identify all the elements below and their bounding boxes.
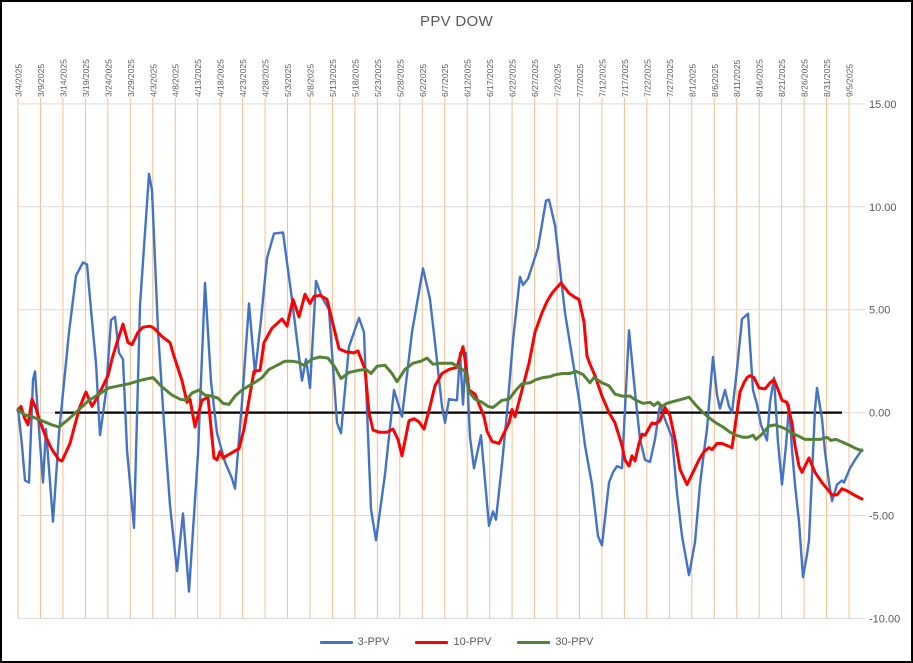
x-axis-label: 7/17/2025 bbox=[620, 59, 630, 97]
y-axis-label: 0.00 bbox=[869, 408, 890, 420]
x-axis-label: 6/2/2025 bbox=[418, 64, 428, 97]
x-axis-label: 5/8/2025 bbox=[305, 64, 315, 97]
series-line-30-ppv[interactable] bbox=[16, 355, 864, 453]
x-axis-label: 8/21/2025 bbox=[777, 59, 787, 97]
x-axis-label: 7/27/2025 bbox=[665, 59, 675, 97]
x-axis-label: 8/16/2025 bbox=[755, 59, 765, 97]
x-axis-label: 8/11/2025 bbox=[732, 60, 742, 97]
x-axis-label: 8/1/2025 bbox=[687, 64, 697, 97]
chart-title: PPV DOW bbox=[420, 13, 493, 30]
x-axis-label: 4/18/2025 bbox=[216, 59, 226, 97]
x-axis-label: 8/26/2025 bbox=[800, 59, 810, 97]
chart-legend: 3-PPV 10-PPV 30-PPV bbox=[2, 636, 911, 648]
x-axis-label: 6/12/2025 bbox=[463, 59, 473, 97]
x-axis-label: 6/7/2025 bbox=[440, 64, 450, 97]
x-axis-label: 5/28/2025 bbox=[395, 59, 405, 97]
y-axis-label: 10.00 bbox=[869, 202, 897, 214]
legend-swatch-10ppv bbox=[415, 640, 449, 644]
x-axis-label: 3/9/2025 bbox=[36, 64, 46, 97]
x-axis-label: 3/29/2025 bbox=[126, 59, 136, 97]
legend-label-10ppv: 10-PPV bbox=[453, 636, 492, 648]
x-axis-label: 6/22/2025 bbox=[508, 59, 518, 97]
x-axis-label: 3/19/2025 bbox=[81, 59, 91, 97]
y-axis-label: -5.00 bbox=[869, 511, 894, 523]
x-axis-label: 4/8/2025 bbox=[171, 64, 181, 97]
y-axis-label: 5.00 bbox=[869, 305, 890, 317]
x-axis-label: 7/2/2025 bbox=[553, 64, 563, 97]
y-axis-label: 15.00 bbox=[869, 99, 897, 111]
legend-label-3ppv: 3-PPV bbox=[357, 636, 390, 648]
x-axis-label: 5/23/2025 bbox=[373, 59, 383, 97]
x-axis-label: 7/12/2025 bbox=[597, 59, 607, 97]
x-axis-label: 9/5/2025 bbox=[845, 64, 855, 97]
x-axis-label: 6/17/2025 bbox=[485, 59, 495, 97]
y-axis-label: -10.00 bbox=[869, 613, 900, 625]
x-axis-label: 4/28/2025 bbox=[261, 59, 271, 97]
x-axis-label: 4/3/2025 bbox=[148, 64, 158, 97]
legend-item-10ppv[interactable]: 10-PPV bbox=[415, 636, 491, 648]
legend-swatch-30ppv bbox=[517, 640, 551, 644]
legend-swatch-3ppv bbox=[319, 640, 353, 644]
x-axis-label: 3/4/2025 bbox=[14, 64, 24, 97]
x-axis-label: 3/14/2025 bbox=[58, 59, 68, 97]
x-axis-label: 8/31/2025 bbox=[822, 59, 832, 97]
x-axis-label: 5/13/2025 bbox=[328, 59, 338, 97]
x-axis-label: 5/3/2025 bbox=[283, 64, 293, 97]
series-line-3-ppv[interactable] bbox=[16, 172, 864, 593]
x-axis-label: 8/6/2025 bbox=[710, 64, 720, 97]
x-axis-label: 5/18/2025 bbox=[350, 59, 360, 97]
legend-label-30ppv: 30-PPV bbox=[555, 636, 594, 648]
x-axis-label: 3/24/2025 bbox=[103, 59, 113, 97]
legend-item-30ppv[interactable]: 30-PPV bbox=[517, 636, 593, 648]
series-line-10-ppv[interactable] bbox=[16, 281, 864, 501]
x-axis-label: 6/27/2025 bbox=[530, 59, 540, 97]
legend-item-3ppv[interactable]: 3-PPV bbox=[319, 636, 390, 648]
x-axis-label: 4/13/2025 bbox=[193, 59, 203, 97]
x-axis-label: 7/22/2025 bbox=[642, 59, 652, 97]
x-axis-label: 4/23/2025 bbox=[238, 59, 248, 97]
x-axis-label: 7/7/2025 bbox=[575, 64, 585, 97]
